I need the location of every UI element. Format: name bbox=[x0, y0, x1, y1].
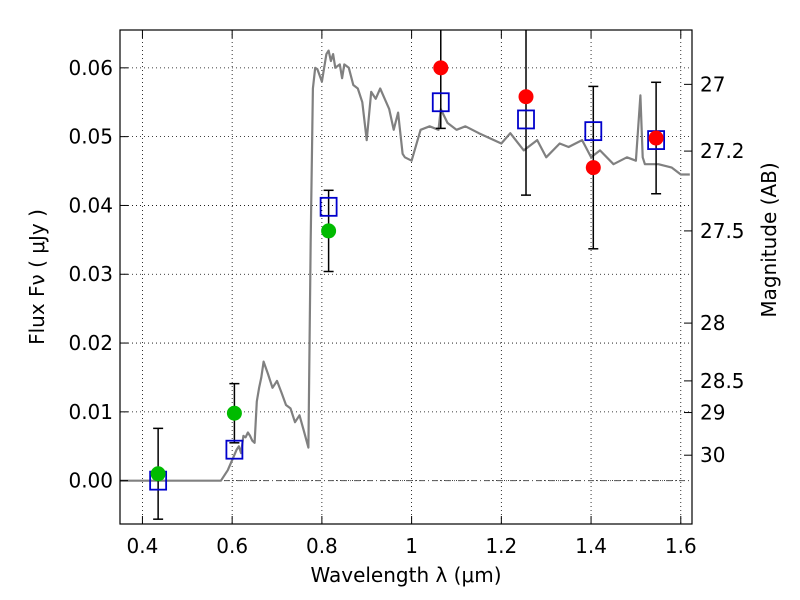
y-tick-label: 0.06 bbox=[68, 56, 113, 80]
y-tick-label: 0.03 bbox=[68, 262, 113, 286]
x-axis-label: Wavelength λ (μm) bbox=[310, 563, 501, 587]
y-tick-label: 0.05 bbox=[68, 125, 113, 149]
y2-tick-label: 29 bbox=[700, 401, 725, 425]
x-tick-label: 1.2 bbox=[485, 534, 517, 558]
x-tick-label: 0.6 bbox=[216, 534, 248, 558]
model-box-markers bbox=[149, 92, 666, 491]
observed-points bbox=[150, 60, 664, 482]
y2-axis-label: Magnitude (AB) bbox=[757, 162, 781, 317]
y2-tick-label: 28 bbox=[700, 311, 725, 335]
y2-tick-label: 28.5 bbox=[700, 369, 745, 393]
y-axis-label: Flux Fν ( μJy ) bbox=[25, 209, 49, 345]
observed-point bbox=[518, 89, 534, 105]
observed-point bbox=[150, 466, 166, 482]
y2-tick-label: 27 bbox=[700, 72, 725, 96]
y-tick-label: 0.02 bbox=[68, 331, 113, 355]
model-box-square bbox=[431, 92, 450, 113]
y-tick-label: 0.00 bbox=[68, 469, 113, 493]
model-box-square bbox=[225, 439, 244, 460]
observed-point bbox=[648, 130, 664, 146]
y2-tick-label: 27.5 bbox=[700, 219, 745, 243]
plot-frame bbox=[119, 29, 693, 525]
y2-tick-label: 27.2 bbox=[700, 139, 745, 163]
model-box-square bbox=[517, 109, 535, 130]
grid-lines bbox=[120, 30, 692, 524]
model-spectrum-line bbox=[120, 49, 690, 482]
observed-point bbox=[321, 223, 337, 239]
observed-point bbox=[433, 60, 449, 76]
model-box-square bbox=[319, 196, 338, 217]
y-tick-label: 0.04 bbox=[68, 193, 113, 217]
axis-ticks: 0.4 0.6 0.8 1 1.2 1.4 1.6 0.00 0.01 0.02 0.03 0.04 0… bbox=[68, 30, 745, 558]
x-tick-label: 1 bbox=[405, 534, 418, 558]
x-tick-label: 1.4 bbox=[575, 534, 607, 558]
x-tick-label: 1.6 bbox=[665, 534, 697, 558]
observed-point bbox=[226, 405, 242, 421]
observed-point bbox=[585, 160, 601, 176]
model-box-square bbox=[584, 121, 603, 142]
x-tick-label: 0.8 bbox=[306, 534, 338, 558]
model-spectrum-layer bbox=[120, 49, 690, 482]
y-tick-label: 0.01 bbox=[68, 400, 113, 424]
x-tick-label: 0.4 bbox=[127, 534, 159, 558]
y2-tick-label: 30 bbox=[700, 443, 725, 467]
